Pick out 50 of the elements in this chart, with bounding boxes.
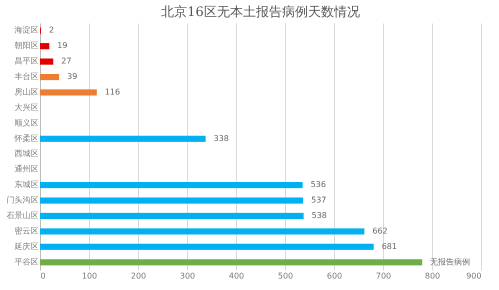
y-tick-label: 石景山区 [6,210,38,220]
y-tick-label: 怀柔区 [14,134,38,143]
data-label: 681 [382,242,397,251]
x-tick-label: 600 [326,272,342,280]
bar [40,259,422,266]
bar [40,182,303,188]
data-label: 537 [311,196,326,205]
data-label: 2 [48,26,54,35]
data-label: 27 [61,56,72,66]
x-tick-label: 0 [40,272,46,280]
data-label: 116 [104,87,120,96]
bar [40,136,206,142]
y-tick-label: 延庆区 [14,242,38,251]
y-tick-label: 门头沟区 [6,196,38,205]
x-tick-label: 900 [466,272,482,280]
x-tick-label: 800 [424,272,440,280]
x-tick-label: 400 [228,272,244,280]
bar [40,89,97,96]
data-label: 662 [372,226,388,236]
x-tick-label: 300 [180,272,196,280]
y-tick-label: 丰台区 [14,72,38,82]
y-tick-label: 顺义区 [14,118,38,128]
bar [40,74,60,80]
y-tick-label: 通州区 [14,164,38,174]
y-tick-label: 海淀区 [14,26,38,35]
x-tick-label: 500 [278,272,294,280]
bar [40,58,54,65]
bar [40,212,304,220]
bar [40,228,364,234]
data-label: 536 [310,180,326,190]
y-tick-label: 昌平区 [14,56,38,66]
data-label: 338 [214,134,229,143]
y-tick-label: 房山区 [14,87,38,96]
y-tick-label: 大兴区 [14,102,38,112]
x-tick-label: 700 [376,272,392,280]
bar [40,43,50,50]
y-tick-label: 平谷区 [14,257,38,266]
data-label: 538 [312,210,327,220]
x-tick-label: 200 [130,272,146,280]
y-tick-label: 东城区 [14,180,38,190]
data-label: 39 [67,72,78,82]
y-tick-label: 密云区 [14,226,38,236]
bar [40,197,304,204]
y-tick-label: 西城区 [14,149,38,158]
y-tick-label: 朝阳区 [14,41,38,50]
data-label: 19 [57,41,68,50]
bar [40,244,374,250]
chart-title: 北京16区无本土报告病例天数情况 [161,5,360,20]
x-tick-label: 100 [82,272,98,280]
data-label: 无报告病例 [430,257,470,266]
